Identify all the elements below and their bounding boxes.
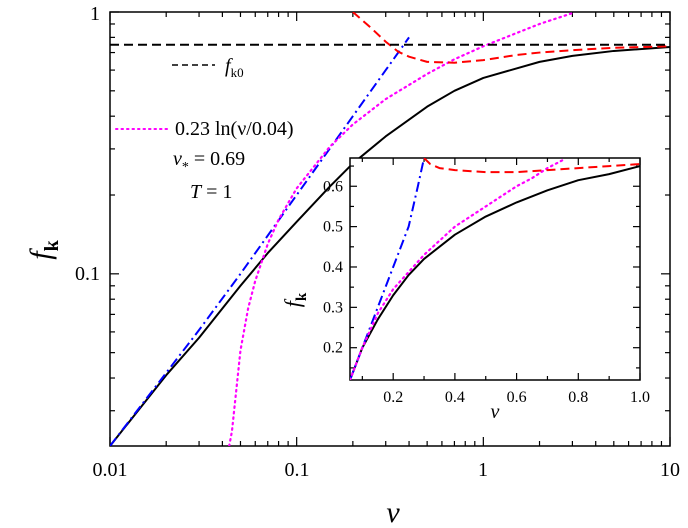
main-series-3-line	[352, 12, 670, 64]
inset-tick-labels: 0.2 0.4 0.6 0.8 1.0 0.2 0.3 0.4 0.5 0.6	[323, 178, 650, 406]
main-x-axis-label: ν	[386, 496, 400, 528]
main-x-tick-label: 0.1	[285, 459, 310, 481]
inset-series-3-line	[423, 158, 640, 174]
inset-series-2-line	[350, 158, 564, 380]
main-series-1-line	[110, 36, 410, 446]
inset-series-group	[350, 158, 640, 380]
main-y-label-sub: k	[41, 239, 63, 251]
inset-x-tick-label: 1.0	[630, 389, 650, 406]
main-series-2-line	[228, 12, 574, 446]
main-y-axis-label: fk	[24, 239, 63, 259]
main-x-tick-label: 10	[660, 459, 680, 481]
main-y-tick-label: 0.1	[75, 263, 100, 285]
inset-x-tick-label: 0.4	[445, 389, 465, 406]
inset-y-tick-label: 0.2	[323, 340, 343, 357]
inset-y-tick-label: 0.5	[323, 219, 343, 236]
inset-y-tick-label: 0.3	[323, 299, 343, 316]
main-series-group	[110, 12, 670, 446]
annotation-nu-star: ν* = 0.69	[173, 148, 245, 175]
inset-x-tick-label: 0.2	[383, 389, 403, 406]
legend-label-fk0: fk0	[225, 55, 244, 80]
inset-y-label-base: f	[280, 298, 305, 307]
legend-label-log-fit: 0.23 ln(ν/0.04)	[175, 118, 293, 140]
svg-text:fk: fk	[24, 239, 63, 259]
main-series-0-line	[110, 46, 670, 446]
inset-x-axis-label: ν	[491, 401, 500, 423]
annotation-temperature: T = 1	[190, 181, 232, 203]
inset-y-tick-label: 0.4	[323, 259, 343, 276]
svg-text:fk: fk	[280, 292, 310, 307]
inset-y-tick-label: 0.6	[323, 178, 343, 195]
main-x-tick-label: 1	[478, 459, 488, 481]
inset-x-tick-label: 0.8	[568, 389, 588, 406]
main-axis-ticks	[109, 11, 671, 446]
inset-y-label-sub: k	[294, 292, 310, 301]
main-y-tick-label: 1	[90, 3, 100, 25]
inset-plot-frame	[349, 157, 641, 381]
inset-y-axis-label: fk	[280, 292, 310, 307]
main-plot-frame	[109, 11, 671, 447]
main-x-tick-label: 0.01	[93, 459, 128, 481]
inset-x-tick-label: 0.6	[507, 389, 527, 406]
